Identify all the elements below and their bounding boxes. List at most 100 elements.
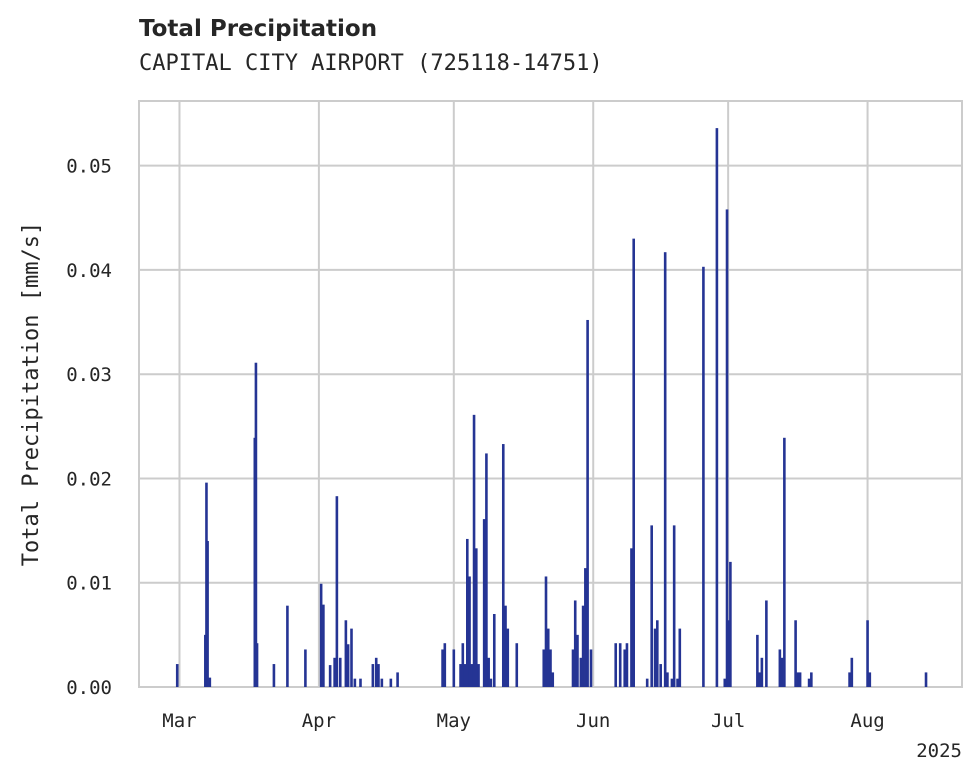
x-tick-label: Mar — [162, 710, 196, 732]
precip-bar — [487, 657, 490, 687]
precip-bar — [780, 657, 784, 687]
x-axis-offset-label: 2025 — [916, 740, 962, 762]
precip-bar — [443, 643, 447, 687]
precip-bar — [374, 657, 378, 687]
precip-bar — [544, 576, 548, 687]
x-tick-label: Aug — [850, 710, 884, 732]
grid-lines — [139, 101, 962, 687]
precip-bar — [396, 672, 399, 687]
precip-bar — [272, 664, 276, 687]
y-tick-label: 0.02 — [66, 468, 112, 490]
precip-bar — [614, 643, 618, 687]
precip-bar — [459, 664, 462, 687]
precip-bar — [477, 664, 480, 687]
precip-bar — [924, 672, 928, 687]
precip-bar — [725, 209, 729, 687]
precip-bar — [666, 672, 669, 687]
precip-bar — [501, 444, 505, 687]
precip-bar — [515, 643, 519, 687]
precip-bar — [208, 677, 212, 687]
precip-bar — [760, 657, 764, 687]
precip-bar — [650, 525, 653, 687]
precip-bar — [807, 678, 811, 687]
precip-bar — [765, 600, 768, 687]
precip-bar — [723, 678, 727, 687]
precip-bar — [470, 664, 474, 687]
precip-bar — [466, 538, 469, 687]
precip-bar — [632, 238, 635, 687]
precip-bar — [678, 628, 682, 687]
y-tick-label: 0.03 — [66, 364, 112, 386]
precip-bar — [618, 643, 622, 687]
precip-bar — [810, 672, 813, 687]
precip-bar — [868, 672, 872, 687]
precip-bar — [475, 548, 478, 687]
precip-bar — [783, 437, 786, 687]
precip-bar — [589, 649, 593, 687]
precip-bar — [586, 319, 589, 687]
precip-bar — [441, 649, 444, 687]
y-tick-label: 0.05 — [66, 156, 112, 178]
y-tick-labels: 0.00 0.01 0.02 0.03 0.04 0.05 — [66, 156, 112, 699]
precip-bar — [672, 525, 676, 687]
y-axis-label: Total Precipitation [mm/s] — [19, 222, 44, 566]
precip-bar — [506, 628, 510, 687]
y-tick-label: 0.04 — [66, 260, 112, 282]
bars — [175, 128, 928, 688]
chart-title: Total Precipitation — [139, 16, 378, 42]
x-tick-label: Jun — [576, 710, 610, 732]
precip-bar — [371, 664, 375, 687]
precip-bar — [504, 605, 507, 687]
precip-bar — [542, 649, 546, 687]
precip-bar — [304, 649, 307, 687]
precip-bar — [702, 266, 705, 687]
precip-bar — [778, 649, 782, 687]
precip-bar — [551, 672, 555, 687]
precip-bar — [758, 672, 761, 687]
precip-bar — [798, 672, 802, 687]
precip-bar — [255, 643, 259, 687]
precip-bar — [623, 649, 626, 687]
precip-bar — [485, 453, 488, 687]
precip-bar — [794, 620, 797, 687]
precip-bar — [653, 628, 657, 687]
x-tick-label: Jul — [711, 710, 745, 732]
chart-subtitle: CAPITAL CITY AIRPORT (725118-14751) — [139, 51, 603, 76]
y-tick-label: 0.00 — [66, 677, 112, 699]
plot-frame — [138, 100, 963, 688]
precip-bar — [175, 664, 179, 687]
y-tick-label: 0.01 — [66, 573, 112, 595]
x-tick-labels: Mar Apr May Jun Jul Aug — [162, 710, 884, 732]
precip-bar — [579, 657, 583, 687]
precip-bar — [630, 548, 633, 687]
precip-bar — [848, 672, 851, 687]
precip-bar — [549, 649, 552, 687]
precip-bar — [377, 664, 380, 687]
precip-bar — [472, 414, 476, 687]
precip-bar — [546, 628, 550, 687]
precip-bar — [286, 605, 289, 687]
precip-bar — [389, 678, 393, 687]
precip-bar — [482, 519, 486, 687]
precip-bar — [850, 657, 854, 687]
precip-bar — [573, 600, 577, 687]
precip-bar — [206, 541, 209, 687]
precip-bar — [676, 678, 679, 687]
precip-bar — [254, 362, 258, 687]
precip-bar — [353, 678, 357, 687]
precip-bar — [328, 665, 332, 687]
precip-bar — [663, 252, 667, 687]
precip-bar — [645, 678, 649, 687]
precip-bar — [319, 583, 323, 687]
precip-bar — [492, 614, 496, 687]
x-tick-label: May — [437, 710, 471, 732]
precip-bar — [338, 657, 342, 687]
precip-bar — [659, 664, 662, 687]
precip-bar — [866, 620, 869, 687]
precip-bar — [581, 605, 585, 687]
precip-bar — [571, 649, 575, 687]
precip-bar — [335, 496, 339, 687]
precip-bar — [656, 620, 659, 687]
precip-bar — [625, 643, 629, 687]
